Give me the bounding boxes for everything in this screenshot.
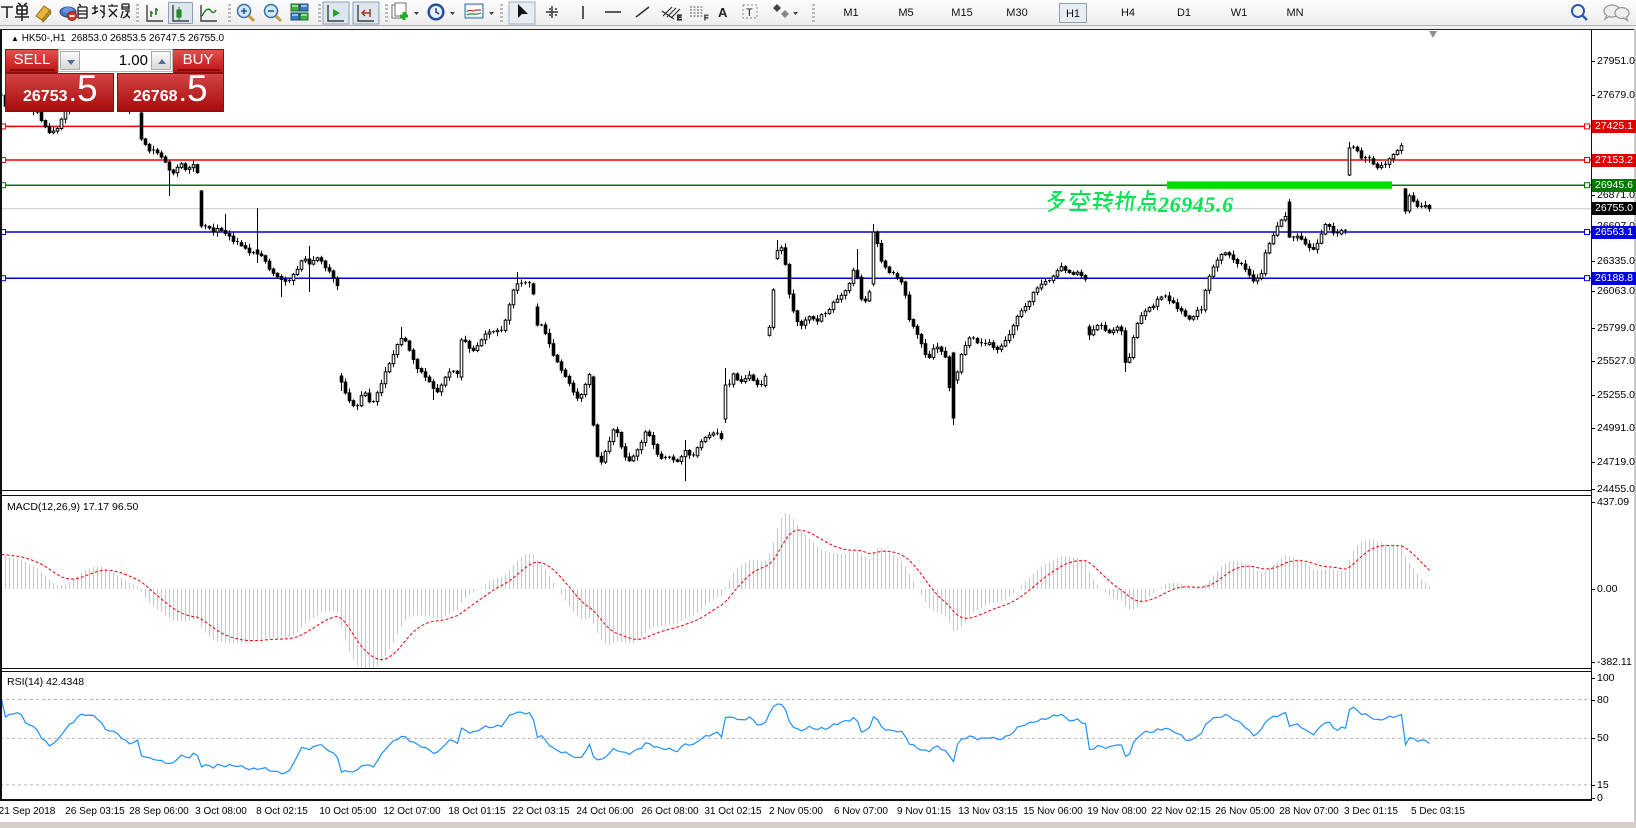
svg-text:A: A xyxy=(718,5,728,20)
svg-text:E: E xyxy=(677,15,682,22)
svg-text:F: F xyxy=(704,15,708,22)
svg-text:T: T xyxy=(746,7,753,19)
